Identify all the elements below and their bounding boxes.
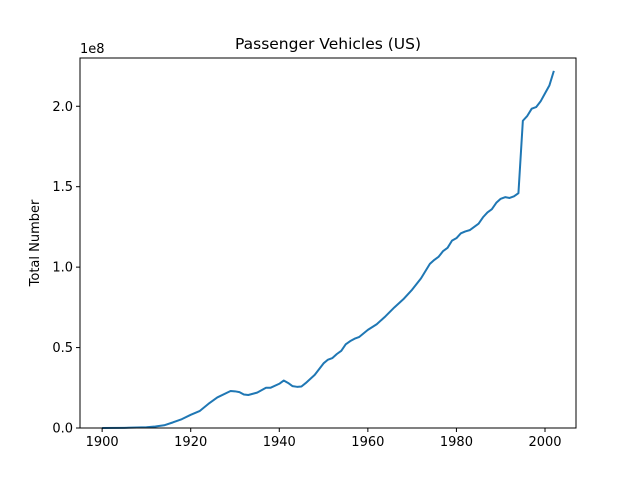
series-line-0: [102, 70, 555, 429]
y-tick-label: 2.0: [52, 100, 73, 115]
y-axis-label: Total Number: [28, 199, 43, 287]
x-tick-label: 1900: [86, 435, 119, 450]
x-tick-label: 1920: [174, 435, 207, 450]
x-tick-label: 1940: [263, 435, 296, 450]
x-tick-label: 1960: [351, 435, 384, 450]
x-tick-label: 1980: [440, 435, 473, 450]
plot-frame: [79, 57, 577, 429]
x-tick-label: 2000: [528, 435, 561, 450]
y-tick-label: 1.0: [52, 261, 73, 276]
ticks-group: 1900 1920 1940 1960 1980 2000 0.0 0.5 1.0 1.5 2.0: [52, 100, 561, 450]
y-offset-label: 1e8: [80, 42, 105, 57]
y-tick-label: 0.5: [52, 341, 73, 356]
y-tick-label: 1.5: [52, 180, 73, 195]
y-tick-label: 0.0: [52, 422, 73, 437]
series-group: [102, 70, 555, 429]
chart-title: Passenger Vehicles (US): [235, 35, 421, 53]
